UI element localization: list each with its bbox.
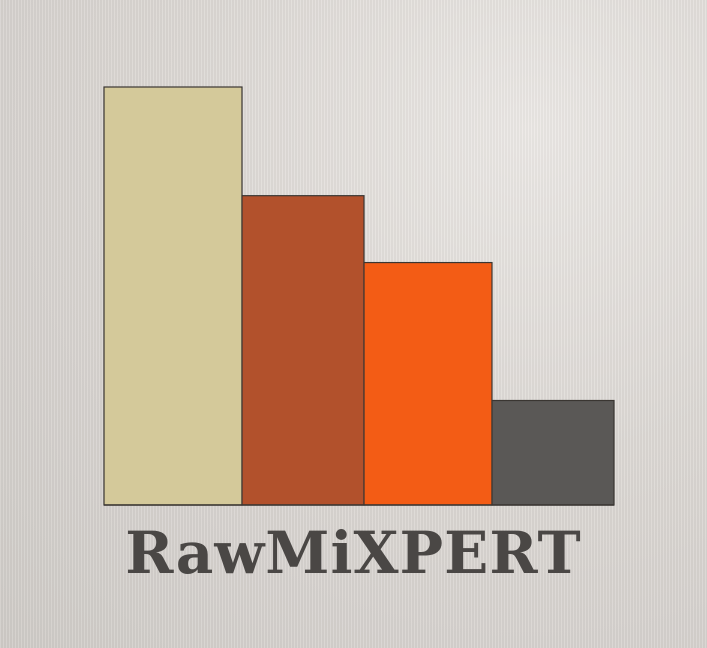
logo-wordmark: RawMiXPERT (125, 519, 582, 587)
logo-bars (103, 86, 615, 506)
logo-bar-2 (241, 195, 365, 506)
logo-bar-4 (491, 399, 615, 506)
logo-bar-1 (103, 86, 243, 506)
logo-bar-3 (363, 261, 493, 506)
